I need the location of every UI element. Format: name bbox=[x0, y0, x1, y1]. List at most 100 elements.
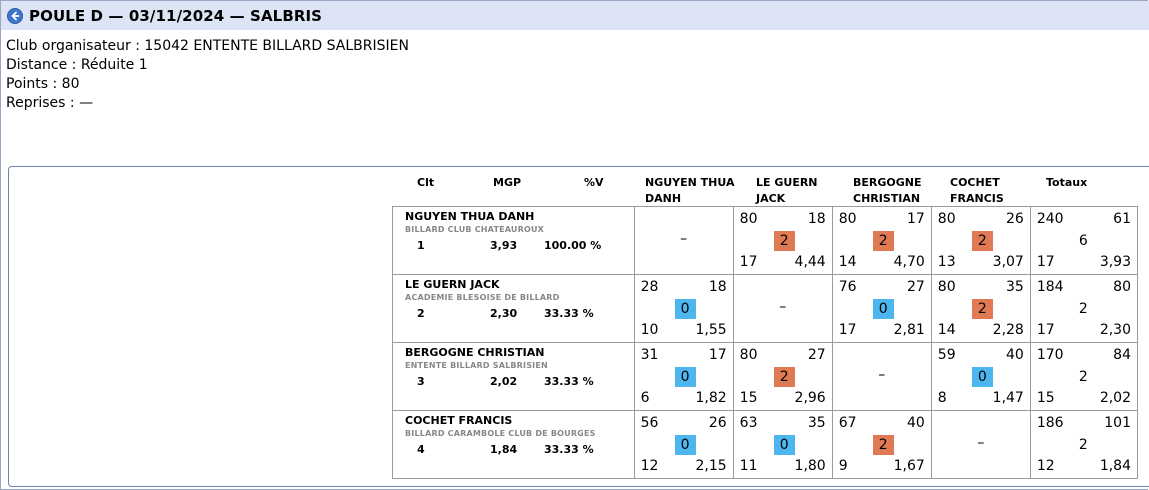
match-reprises: 13 bbox=[937, 254, 956, 270]
match-opponent-points: 40 bbox=[906, 415, 925, 431]
player-mgp: 2,30 bbox=[490, 307, 518, 320]
total-points: 186 bbox=[1036, 415, 1064, 431]
match-points: 76 bbox=[838, 279, 857, 295]
table-row: BERGOGNE CHRISTIAN ENTENTE BILLARD SALBRI… bbox=[392, 342, 1139, 411]
match-opponent-points: 35 bbox=[1006, 279, 1024, 295]
empty-marker: – bbox=[680, 231, 688, 247]
total-match-points: 2 bbox=[1078, 437, 1088, 453]
player-name: COCHET FRANCIS bbox=[405, 414, 513, 427]
match-reprises: 8 bbox=[937, 390, 947, 406]
totals-cell: 240 61 6 17 3,93 bbox=[1029, 206, 1139, 275]
match-points: 80 bbox=[739, 211, 758, 227]
header-pctv: %V bbox=[584, 176, 604, 189]
match-points: 80 bbox=[937, 211, 956, 227]
total-match-points: 2 bbox=[1078, 369, 1088, 385]
total-opponent-points: 80 bbox=[1113, 279, 1131, 295]
match-reprises: 17 bbox=[739, 254, 758, 270]
match-opponent-points: 27 bbox=[807, 347, 826, 363]
match-opponent-points: 40 bbox=[1006, 347, 1024, 363]
match-cell: 31 17 0 6 1,82 bbox=[633, 342, 734, 411]
player-mgp: 3,93 bbox=[490, 239, 518, 252]
total-reprises: 17 bbox=[1036, 254, 1055, 270]
match-result-badge: 0 bbox=[674, 435, 696, 455]
header-col-1: NGUYEN THUA DANH bbox=[645, 176, 735, 205]
match-cell: 56 26 0 12 2,15 bbox=[633, 410, 734, 479]
match-cell: 28 18 0 10 1,55 bbox=[633, 274, 734, 343]
info-club: Club organisateur : 15042 ENTENTE BILLAR… bbox=[6, 38, 409, 54]
total-average: 3,93 bbox=[1099, 254, 1131, 270]
match-reprises: 9 bbox=[838, 458, 848, 474]
match-opponent-points: 17 bbox=[708, 347, 727, 363]
match-opponent-points: 26 bbox=[1006, 211, 1024, 227]
title-bar: POULE D — 03/11/2024 — SALBRIS bbox=[1, 1, 1149, 30]
match-reprises: 14 bbox=[838, 254, 857, 270]
player-club: ENTENTE BILLARD SALBRISIEN bbox=[405, 361, 548, 370]
match-average: 1,67 bbox=[893, 458, 925, 474]
total-reprises: 15 bbox=[1036, 390, 1055, 406]
match-reprises: 10 bbox=[640, 322, 659, 338]
info-reprises: Reprises : — bbox=[6, 95, 94, 111]
match-result-badge: 2 bbox=[971, 231, 993, 251]
match-average: 3,07 bbox=[992, 254, 1024, 270]
match-average: 2,15 bbox=[695, 458, 727, 474]
match-average: 1,82 bbox=[695, 390, 727, 406]
player-name: NGUYEN THUA DANH bbox=[405, 210, 535, 223]
match-average: 4,70 bbox=[893, 254, 925, 270]
total-average: 1,84 bbox=[1099, 458, 1131, 474]
total-points: 170 bbox=[1036, 347, 1064, 363]
header-mgp: MGP bbox=[493, 176, 522, 189]
back-button[interactable] bbox=[7, 7, 23, 24]
match-reprises: 11 bbox=[739, 458, 758, 474]
player-name: LE GUERN JACK bbox=[405, 278, 500, 291]
totals-cell: 170 84 2 15 2,02 bbox=[1029, 342, 1139, 411]
match-opponent-points: 27 bbox=[906, 279, 925, 295]
match-average: 4,44 bbox=[794, 254, 826, 270]
player-pct: 33.33 % bbox=[544, 375, 594, 388]
total-reprises: 17 bbox=[1036, 322, 1055, 338]
results-panel bbox=[8, 166, 1149, 487]
match-cell-empty: – bbox=[732, 274, 833, 343]
match-reprises: 15 bbox=[739, 390, 758, 406]
match-opponent-points: 17 bbox=[906, 211, 925, 227]
match-reprises: 6 bbox=[640, 390, 650, 406]
header-col-4: COCHET FRANCIS bbox=[950, 176, 1004, 205]
player-cell: LE GUERN JACK ACADEMIE BLESOISE DE BILLAR… bbox=[392, 274, 635, 343]
header-clt: Clt bbox=[417, 176, 435, 189]
match-average: 1,55 bbox=[695, 322, 727, 338]
match-result-badge: 2 bbox=[872, 231, 894, 251]
match-cell: 80 35 2 14 2,28 bbox=[930, 274, 1031, 343]
match-average: 1,47 bbox=[992, 390, 1024, 406]
totals-cell: 186 101 2 12 1,84 bbox=[1029, 410, 1139, 479]
player-cell: COCHET FRANCIS BILLARD CARAMBOLE CLUB DE … bbox=[392, 410, 635, 479]
match-points: 80 bbox=[739, 347, 758, 363]
match-cell: 59 40 0 8 1,47 bbox=[930, 342, 1031, 411]
total-match-points: 6 bbox=[1078, 233, 1088, 249]
match-points: 59 bbox=[937, 347, 956, 363]
total-average: 2,30 bbox=[1099, 322, 1131, 338]
match-cell: 80 18 2 17 4,44 bbox=[732, 206, 833, 275]
match-average: 1,80 bbox=[794, 458, 826, 474]
player-club: BILLARD CLUB CHATEAUROUX bbox=[405, 225, 545, 234]
player-club: ACADEMIE BLESOISE DE BILLARD bbox=[405, 293, 560, 302]
match-points: 56 bbox=[640, 415, 659, 431]
match-cell: 76 27 0 17 2,81 bbox=[831, 274, 932, 343]
empty-marker: – bbox=[878, 367, 886, 383]
player-rank: 2 bbox=[417, 307, 425, 320]
match-cell: 80 26 2 13 3,07 bbox=[930, 206, 1031, 275]
info-distance: Distance : Réduite 1 bbox=[6, 57, 148, 73]
match-result-badge: 0 bbox=[674, 367, 696, 387]
totals-cell: 184 80 2 17 2,30 bbox=[1029, 274, 1139, 343]
match-reprises: 17 bbox=[838, 322, 857, 338]
player-cell: BERGOGNE CHRISTIAN ENTENTE BILLARD SALBRI… bbox=[392, 342, 635, 411]
match-average: 2,28 bbox=[992, 322, 1024, 338]
results-table: NGUYEN THUA DANH BILLARD CLUB CHATEAUROUX… bbox=[392, 206, 1139, 479]
player-rank: 3 bbox=[417, 375, 425, 388]
match-opponent-points: 18 bbox=[807, 211, 826, 227]
player-pct: 33.33 % bbox=[544, 307, 594, 320]
header-col-2: LE GUERN JACK bbox=[756, 176, 818, 205]
match-result-badge: 2 bbox=[872, 435, 894, 455]
match-points: 63 bbox=[739, 415, 758, 431]
match-result-badge: 0 bbox=[773, 435, 795, 455]
player-club: BILLARD CARAMBOLE CLUB DE BOURGES bbox=[405, 429, 596, 438]
header-col-3: BERGOGNE CHRISTIAN bbox=[853, 176, 922, 205]
